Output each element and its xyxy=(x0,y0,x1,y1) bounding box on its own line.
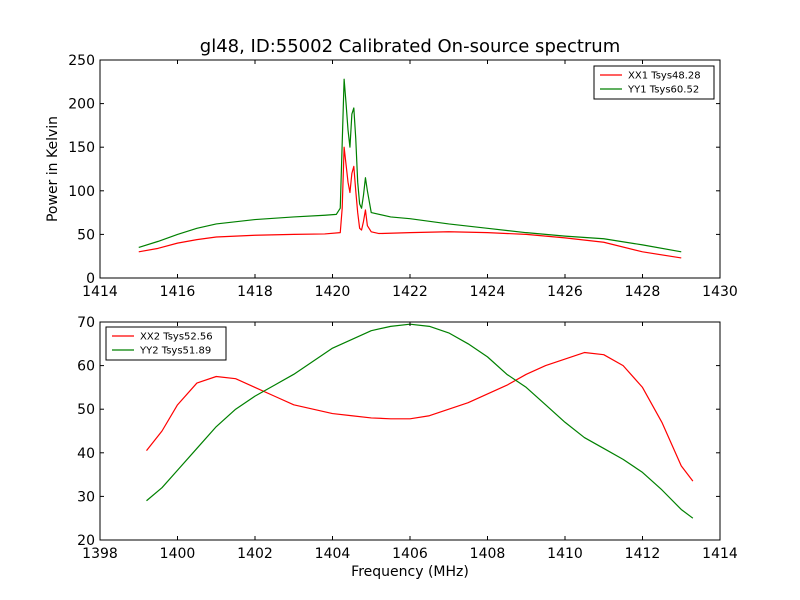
legend-box xyxy=(105,326,227,361)
legend: XX2 Tsys52.56 YY2 Tsys51.89 xyxy=(105,326,227,361)
y-tick-label: 0 xyxy=(86,271,95,287)
series-line-2 xyxy=(138,78,682,253)
x-tick-label: 1418 xyxy=(237,284,273,300)
x-tick-label: 1412 xyxy=(625,546,661,562)
x-tick-label: 1400 xyxy=(160,546,196,562)
legend-entry-label: YY2 Tsys51.89 xyxy=(139,346,211,357)
x-axis-label: Frequency (MHz) xyxy=(351,564,469,580)
y-tick-label: 100 xyxy=(68,184,95,200)
series-line-1 xyxy=(138,146,682,259)
y-tick-label: 60 xyxy=(77,359,95,375)
charts: 1414 1416 1418 1420 1422 1424 1426 1428 14300501… xyxy=(45,36,738,580)
x-tick-label: 1408 xyxy=(470,546,506,562)
x-tick-label: 1420 xyxy=(315,284,351,300)
x-tick-label: 1416 xyxy=(160,284,196,300)
y-tick-label: 40 xyxy=(77,446,95,462)
legend-entry-label: XX1 Tsys48.28 xyxy=(628,71,701,82)
x-tick-label: 1404 xyxy=(315,546,351,562)
x-tick-label: 1426 xyxy=(547,284,583,300)
chart-title: gl48, ID:55002 Calibrated On-source spec… xyxy=(200,36,620,57)
legend: XX1 Tsys48.28 YY1 Tsys60.52 xyxy=(593,65,715,100)
x-tick-label: 1402 xyxy=(237,546,273,562)
y-tick-label: 70 xyxy=(77,315,95,331)
y-axis-label: Power in Kelvin xyxy=(45,116,61,222)
legend-entry-label: YY1 Tsys60.52 xyxy=(627,85,699,96)
series-line-2 xyxy=(146,323,694,519)
x-tick-label: 1414 xyxy=(82,284,118,300)
x-tick-label: 1414 xyxy=(702,546,738,562)
series-line-1 xyxy=(146,351,694,482)
x-tick-label: 1398 xyxy=(82,546,118,562)
y-tick-label: 50 xyxy=(77,227,95,243)
y-tick-label: 30 xyxy=(77,489,95,505)
x-tick-label: 1430 xyxy=(702,284,738,300)
legend-entry-label: XX2 Tsys52.56 xyxy=(140,332,213,343)
x-tick-label: 1422 xyxy=(392,284,428,300)
y-tick-label: 20 xyxy=(77,533,95,549)
chart-panel-2: 1398 1400 1402 1404 1406 1408 1410 1412 1414 20 30… xyxy=(77,315,738,580)
y-tick-label: 200 xyxy=(68,97,95,113)
y-tick-label: 150 xyxy=(68,140,95,156)
legend-box xyxy=(593,65,715,100)
x-tick-label: 1424 xyxy=(470,284,506,300)
y-tick-label: 50 xyxy=(77,402,95,418)
x-tick-label: 1406 xyxy=(392,546,428,562)
y-tick-label: 250 xyxy=(68,53,95,69)
x-tick-label: 1410 xyxy=(547,546,583,562)
x-tick-label: 1428 xyxy=(625,284,661,300)
chart-panel-1: 1414 1416 1418 1420 1422 1424 1426 1428 1430 0 50 1… xyxy=(45,36,738,300)
